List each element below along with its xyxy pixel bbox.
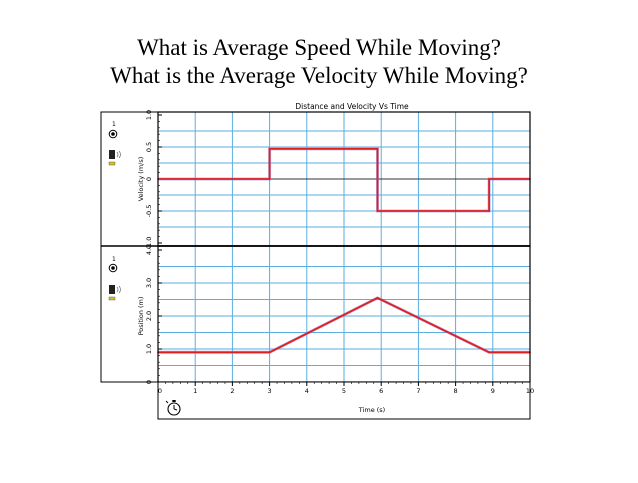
x-axis: 0 1 2 3 4 5 6 7 8 9 10 xyxy=(157,382,534,395)
sensor-signal-icon xyxy=(116,285,121,294)
y-tick-label: 1.0 xyxy=(145,110,153,120)
run-number-label: 1 xyxy=(112,121,116,128)
motion-sensor-icon[interactable] xyxy=(109,150,115,159)
y-tick-label: -0.5 xyxy=(145,205,153,218)
y-axis-label: Velocity (m/s) xyxy=(137,157,145,202)
x-axis-label: Time (s) xyxy=(358,406,385,414)
x-axis-strip xyxy=(157,381,531,420)
motion-sensor-icon[interactable] xyxy=(109,285,115,294)
data-point xyxy=(268,351,271,354)
x-tick-label: 5 xyxy=(342,387,346,395)
sensor-signal-icon xyxy=(116,150,121,159)
y-tick-label: 0 xyxy=(145,177,153,181)
x-tick-label: 1 xyxy=(193,387,197,395)
y-tick-label: 3.0 xyxy=(145,278,153,288)
x-tick-label: 6 xyxy=(379,387,383,395)
record-target-center-icon xyxy=(111,266,115,270)
x-tick-label: 9 xyxy=(491,387,495,395)
y-axis-label: Position (m) xyxy=(137,297,145,336)
data-point xyxy=(268,178,271,180)
x-tick-label: 0 xyxy=(158,387,162,395)
slide-title-line-2: What is the Average Velocity While Movin… xyxy=(110,63,528,88)
data-point xyxy=(376,296,379,299)
data-line xyxy=(158,147,530,212)
velocity-panel-controls: 1 xyxy=(108,121,121,166)
stopwatch-icon[interactable] xyxy=(165,400,181,416)
panel-velocity: -1.0 -0.5 0 0.5 1.0 Velocity (m/s) xyxy=(137,110,531,250)
x-tick-label: 7 xyxy=(416,387,420,395)
data-point xyxy=(376,148,379,150)
run-number-label: 1 xyxy=(112,256,116,263)
data-point xyxy=(268,148,271,150)
y-tick-label: 0.5 xyxy=(145,142,153,152)
y-tick-label: 2.0 xyxy=(145,311,153,321)
data-point xyxy=(376,210,379,212)
panel-position: 0 1.0 2.0 3.0 4.0 Position (m) xyxy=(137,245,531,384)
position-panel-controls: 1 xyxy=(108,256,121,301)
x-tick-label: 3 xyxy=(268,387,272,395)
data-point xyxy=(488,178,490,180)
y-tick-label: 4.0 xyxy=(145,245,153,255)
sensor-indicator-icon xyxy=(108,296,116,301)
chart-title: Distance and Velocity Vs Time xyxy=(295,102,409,111)
x-tick-label: 4 xyxy=(305,387,309,395)
x-tick-label: 10 xyxy=(526,387,534,395)
y-tick-label: 0 xyxy=(145,380,153,384)
data-point xyxy=(488,351,490,354)
y-tick-label: 1.0 xyxy=(145,344,153,354)
y-tick-label: -1.0 xyxy=(145,237,153,250)
record-target-center-icon xyxy=(111,132,115,136)
data-point xyxy=(488,210,490,212)
x-tick-label: 8 xyxy=(454,387,458,395)
sensor-indicator-icon xyxy=(108,161,116,166)
slide-title-line-1: What is Average Speed While Moving? xyxy=(137,35,501,60)
x-tick-label: 2 xyxy=(230,387,234,395)
